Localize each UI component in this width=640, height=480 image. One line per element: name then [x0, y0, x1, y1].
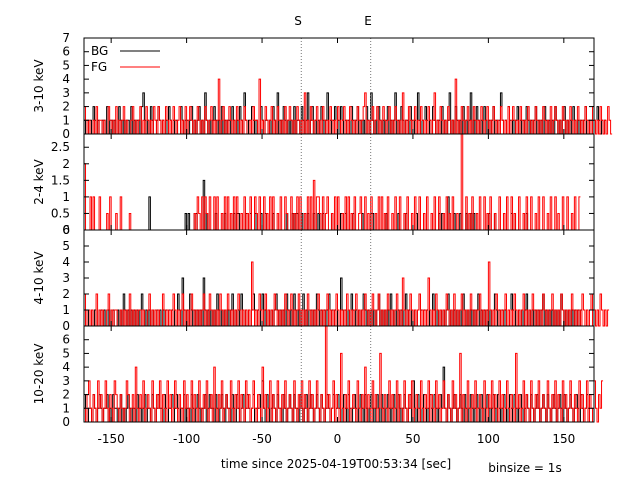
y-tick-label: 0 — [62, 319, 70, 333]
x-axis-label: time since 2025-04-19T00:53:34 [sec] — [221, 457, 451, 471]
panel-3: 0 1 2 3 4 5 6 4-10 keV — [32, 223, 610, 333]
y-tick-label: 7 — [62, 31, 70, 45]
y-tick-label: 4 — [62, 360, 70, 374]
x-tick-label: 100 — [477, 432, 500, 446]
y-tick-label: 2 — [62, 157, 70, 171]
marker-label-s: S — [294, 14, 302, 28]
y-tick-label: 1 — [62, 303, 70, 317]
y-tick-label: 3 — [62, 271, 70, 285]
y-tick-label: 5 — [62, 58, 70, 72]
x-tick-label: 50 — [405, 432, 420, 446]
series-fg-panel-3 — [84, 261, 610, 327]
y-tick-label: 6 — [62, 223, 70, 237]
series-bg-panel-4 — [84, 366, 591, 423]
y-tick-label: 5 — [62, 346, 70, 360]
x-tick-label: 150 — [552, 432, 575, 446]
y-axis-label-panel-1: 3-10 keV — [32, 59, 46, 113]
panel-frame-4 — [83, 325, 595, 423]
y-tick-label: 0 — [62, 415, 70, 429]
legend-label-fg: FG — [91, 60, 107, 74]
y-axis-label-panel-4: 10-20 keV — [32, 343, 46, 405]
y-tick-label: 6 — [62, 45, 70, 59]
y-tick-label: 4 — [62, 255, 70, 269]
y-tick-label: 1 — [62, 113, 70, 127]
panel-2: 0 0.5 1 1.5 2 2.5 2-4 keV — [32, 133, 595, 237]
series-fg-panel-2 — [84, 133, 581, 231]
y-tick-label: 0.5 — [51, 206, 70, 220]
x-tick-label: 0 — [334, 432, 342, 446]
y-tick-label: 6 — [62, 333, 70, 347]
y-tick-label: 5 — [62, 239, 70, 253]
series-fg-panel-4 — [84, 325, 604, 423]
y-tick-label: 2 — [62, 287, 70, 301]
y-tick-label: 4 — [62, 72, 70, 86]
binsize-note: binsize = 1s — [488, 461, 561, 475]
y-tick-label: 2 — [62, 388, 70, 402]
y-tick-label: 3 — [62, 374, 70, 388]
x-tick-label: -150 — [98, 432, 125, 446]
y-tick-label: 3 — [62, 86, 70, 100]
y-tick-label: 1.5 — [51, 173, 70, 187]
y-tick-label: 2.5 — [51, 140, 70, 154]
legend-label-bg: BG — [91, 44, 108, 58]
legend: BG FG — [91, 44, 160, 74]
y-tick-label: 1 — [62, 190, 70, 204]
y-axis-label-panel-3: 4-10 keV — [32, 251, 46, 305]
y-tick-label: 0 — [62, 223, 70, 237]
y-tick-label: 2 — [62, 100, 70, 114]
marker-label-e: E — [364, 14, 372, 28]
y-tick-label: 1 — [62, 401, 70, 415]
y-tick-label: 0 — [62, 127, 70, 141]
y-axis-label-panel-2: 2-4 keV — [32, 158, 46, 204]
x-tick-label: -100 — [173, 432, 200, 446]
x-tick-label: -50 — [252, 432, 272, 446]
series-fg-panel-1 — [84, 78, 613, 135]
